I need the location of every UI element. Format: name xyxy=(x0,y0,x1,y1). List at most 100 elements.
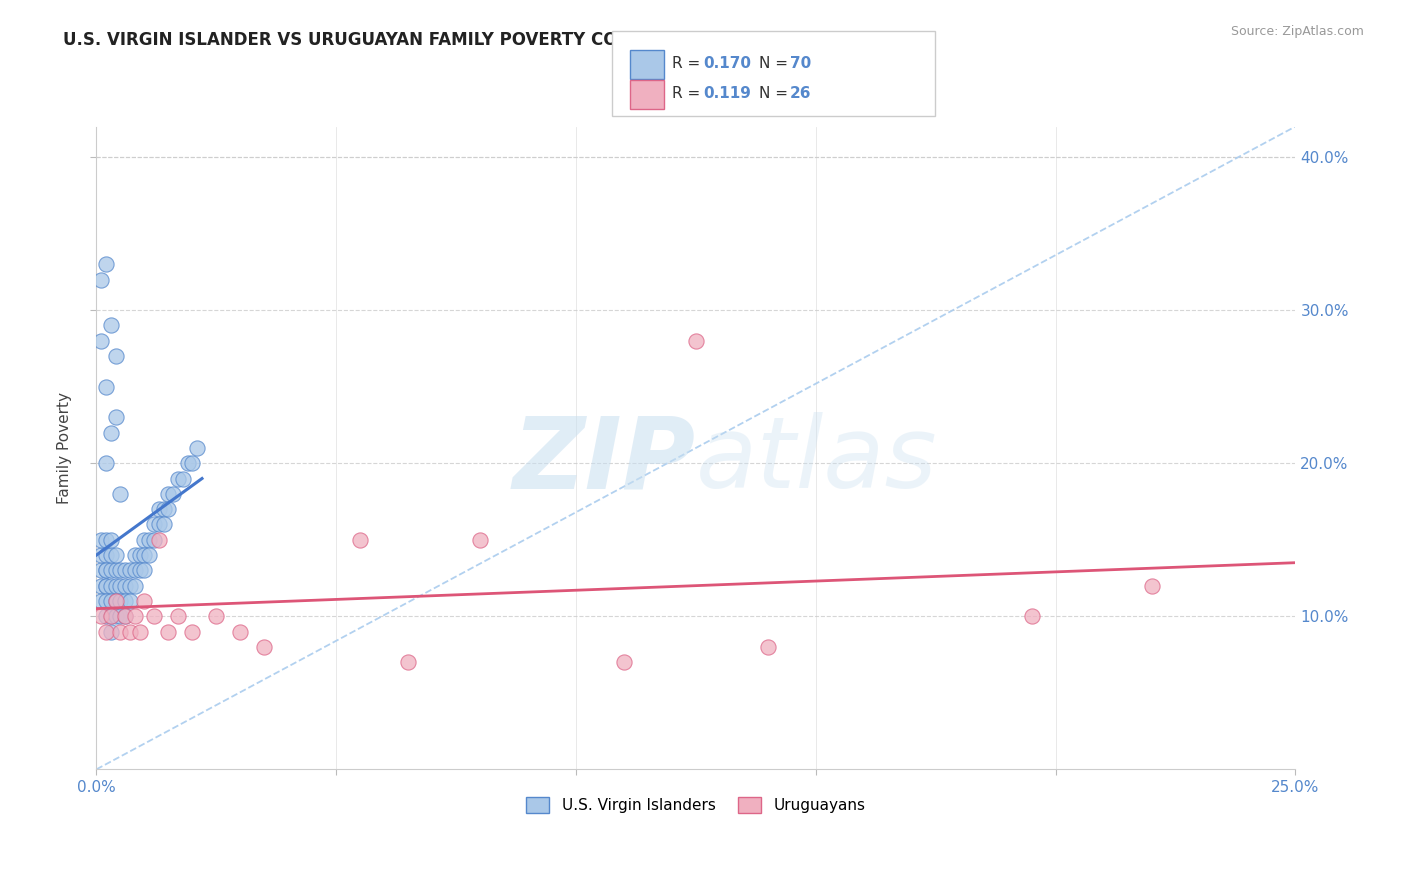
Point xyxy=(114,579,136,593)
Point xyxy=(120,594,142,608)
Text: Source: ZipAtlas.com: Source: ZipAtlas.com xyxy=(1230,25,1364,38)
Text: 26: 26 xyxy=(790,87,811,102)
Point xyxy=(100,533,122,547)
Text: U.S. VIRGIN ISLANDER VS URUGUAYAN FAMILY POVERTY CORRELATION CHART: U.S. VIRGIN ISLANDER VS URUGUAYAN FAMILY… xyxy=(63,31,790,49)
Point xyxy=(90,272,112,286)
Point xyxy=(176,456,198,470)
Point xyxy=(104,609,127,624)
Point xyxy=(90,533,112,547)
Point xyxy=(167,471,190,485)
Point xyxy=(90,548,112,562)
Point xyxy=(104,349,127,363)
Point xyxy=(110,487,132,501)
Point xyxy=(100,318,122,333)
Point xyxy=(104,594,127,608)
Point xyxy=(90,609,112,624)
Point xyxy=(148,517,170,532)
Point xyxy=(205,609,228,624)
Point xyxy=(94,579,117,593)
Point xyxy=(148,502,170,516)
Point xyxy=(104,563,127,577)
Point xyxy=(229,624,252,639)
Text: 70: 70 xyxy=(790,56,811,71)
Point xyxy=(114,609,136,624)
Point xyxy=(162,487,184,501)
Point xyxy=(94,533,117,547)
Point xyxy=(90,594,112,608)
Point xyxy=(94,380,117,394)
Point xyxy=(124,548,146,562)
Point xyxy=(100,624,122,639)
Point xyxy=(94,548,117,562)
Point xyxy=(114,563,136,577)
Point xyxy=(90,563,112,577)
Text: 0.119: 0.119 xyxy=(703,87,751,102)
Text: atlas: atlas xyxy=(696,412,938,509)
Point xyxy=(94,456,117,470)
Point xyxy=(124,579,146,593)
Point xyxy=(685,334,707,348)
Point xyxy=(134,594,156,608)
Point xyxy=(134,548,156,562)
Point xyxy=(134,563,156,577)
Point xyxy=(120,624,142,639)
Point xyxy=(143,609,166,624)
Point xyxy=(94,609,117,624)
Point xyxy=(110,609,132,624)
Point xyxy=(181,456,204,470)
Point xyxy=(138,548,160,562)
Point xyxy=(470,533,492,547)
Point xyxy=(94,563,117,577)
Point xyxy=(90,334,112,348)
Point xyxy=(128,563,150,577)
Point xyxy=(152,517,174,532)
Point xyxy=(110,624,132,639)
Legend: U.S. Virgin Islanders, Uruguayans: U.S. Virgin Islanders, Uruguayans xyxy=(520,791,872,820)
Point xyxy=(104,594,127,608)
Point xyxy=(613,655,636,669)
Point xyxy=(120,563,142,577)
Point xyxy=(100,594,122,608)
Point xyxy=(134,533,156,547)
Y-axis label: Family Poverty: Family Poverty xyxy=(58,392,72,504)
Point xyxy=(396,655,419,669)
Point xyxy=(110,594,132,608)
Point xyxy=(143,533,166,547)
Point xyxy=(114,594,136,608)
Point xyxy=(124,609,146,624)
Point xyxy=(94,594,117,608)
Point xyxy=(1021,609,1043,624)
Point xyxy=(94,624,117,639)
Point xyxy=(94,563,117,577)
Point xyxy=(157,487,180,501)
Point xyxy=(1140,579,1163,593)
Point xyxy=(110,563,132,577)
Text: 0.170: 0.170 xyxy=(703,56,751,71)
Point xyxy=(104,548,127,562)
Point xyxy=(120,579,142,593)
Text: ZIP: ZIP xyxy=(513,412,696,509)
Text: N =: N = xyxy=(759,87,793,102)
Point xyxy=(128,624,150,639)
Point xyxy=(172,471,194,485)
Text: R =: R = xyxy=(672,56,706,71)
Point xyxy=(100,579,122,593)
Point xyxy=(124,563,146,577)
Point xyxy=(100,563,122,577)
Point xyxy=(186,441,208,455)
Point xyxy=(100,425,122,440)
Text: R =: R = xyxy=(672,87,706,102)
Point xyxy=(349,533,371,547)
Point xyxy=(148,533,170,547)
Point xyxy=(110,579,132,593)
Point xyxy=(100,609,122,624)
Text: N =: N = xyxy=(759,56,793,71)
Point xyxy=(253,640,276,654)
Point xyxy=(100,609,122,624)
Point xyxy=(181,624,204,639)
Point xyxy=(94,257,117,271)
Point xyxy=(104,410,127,425)
Point xyxy=(100,548,122,562)
Point xyxy=(756,640,779,654)
Point xyxy=(157,624,180,639)
